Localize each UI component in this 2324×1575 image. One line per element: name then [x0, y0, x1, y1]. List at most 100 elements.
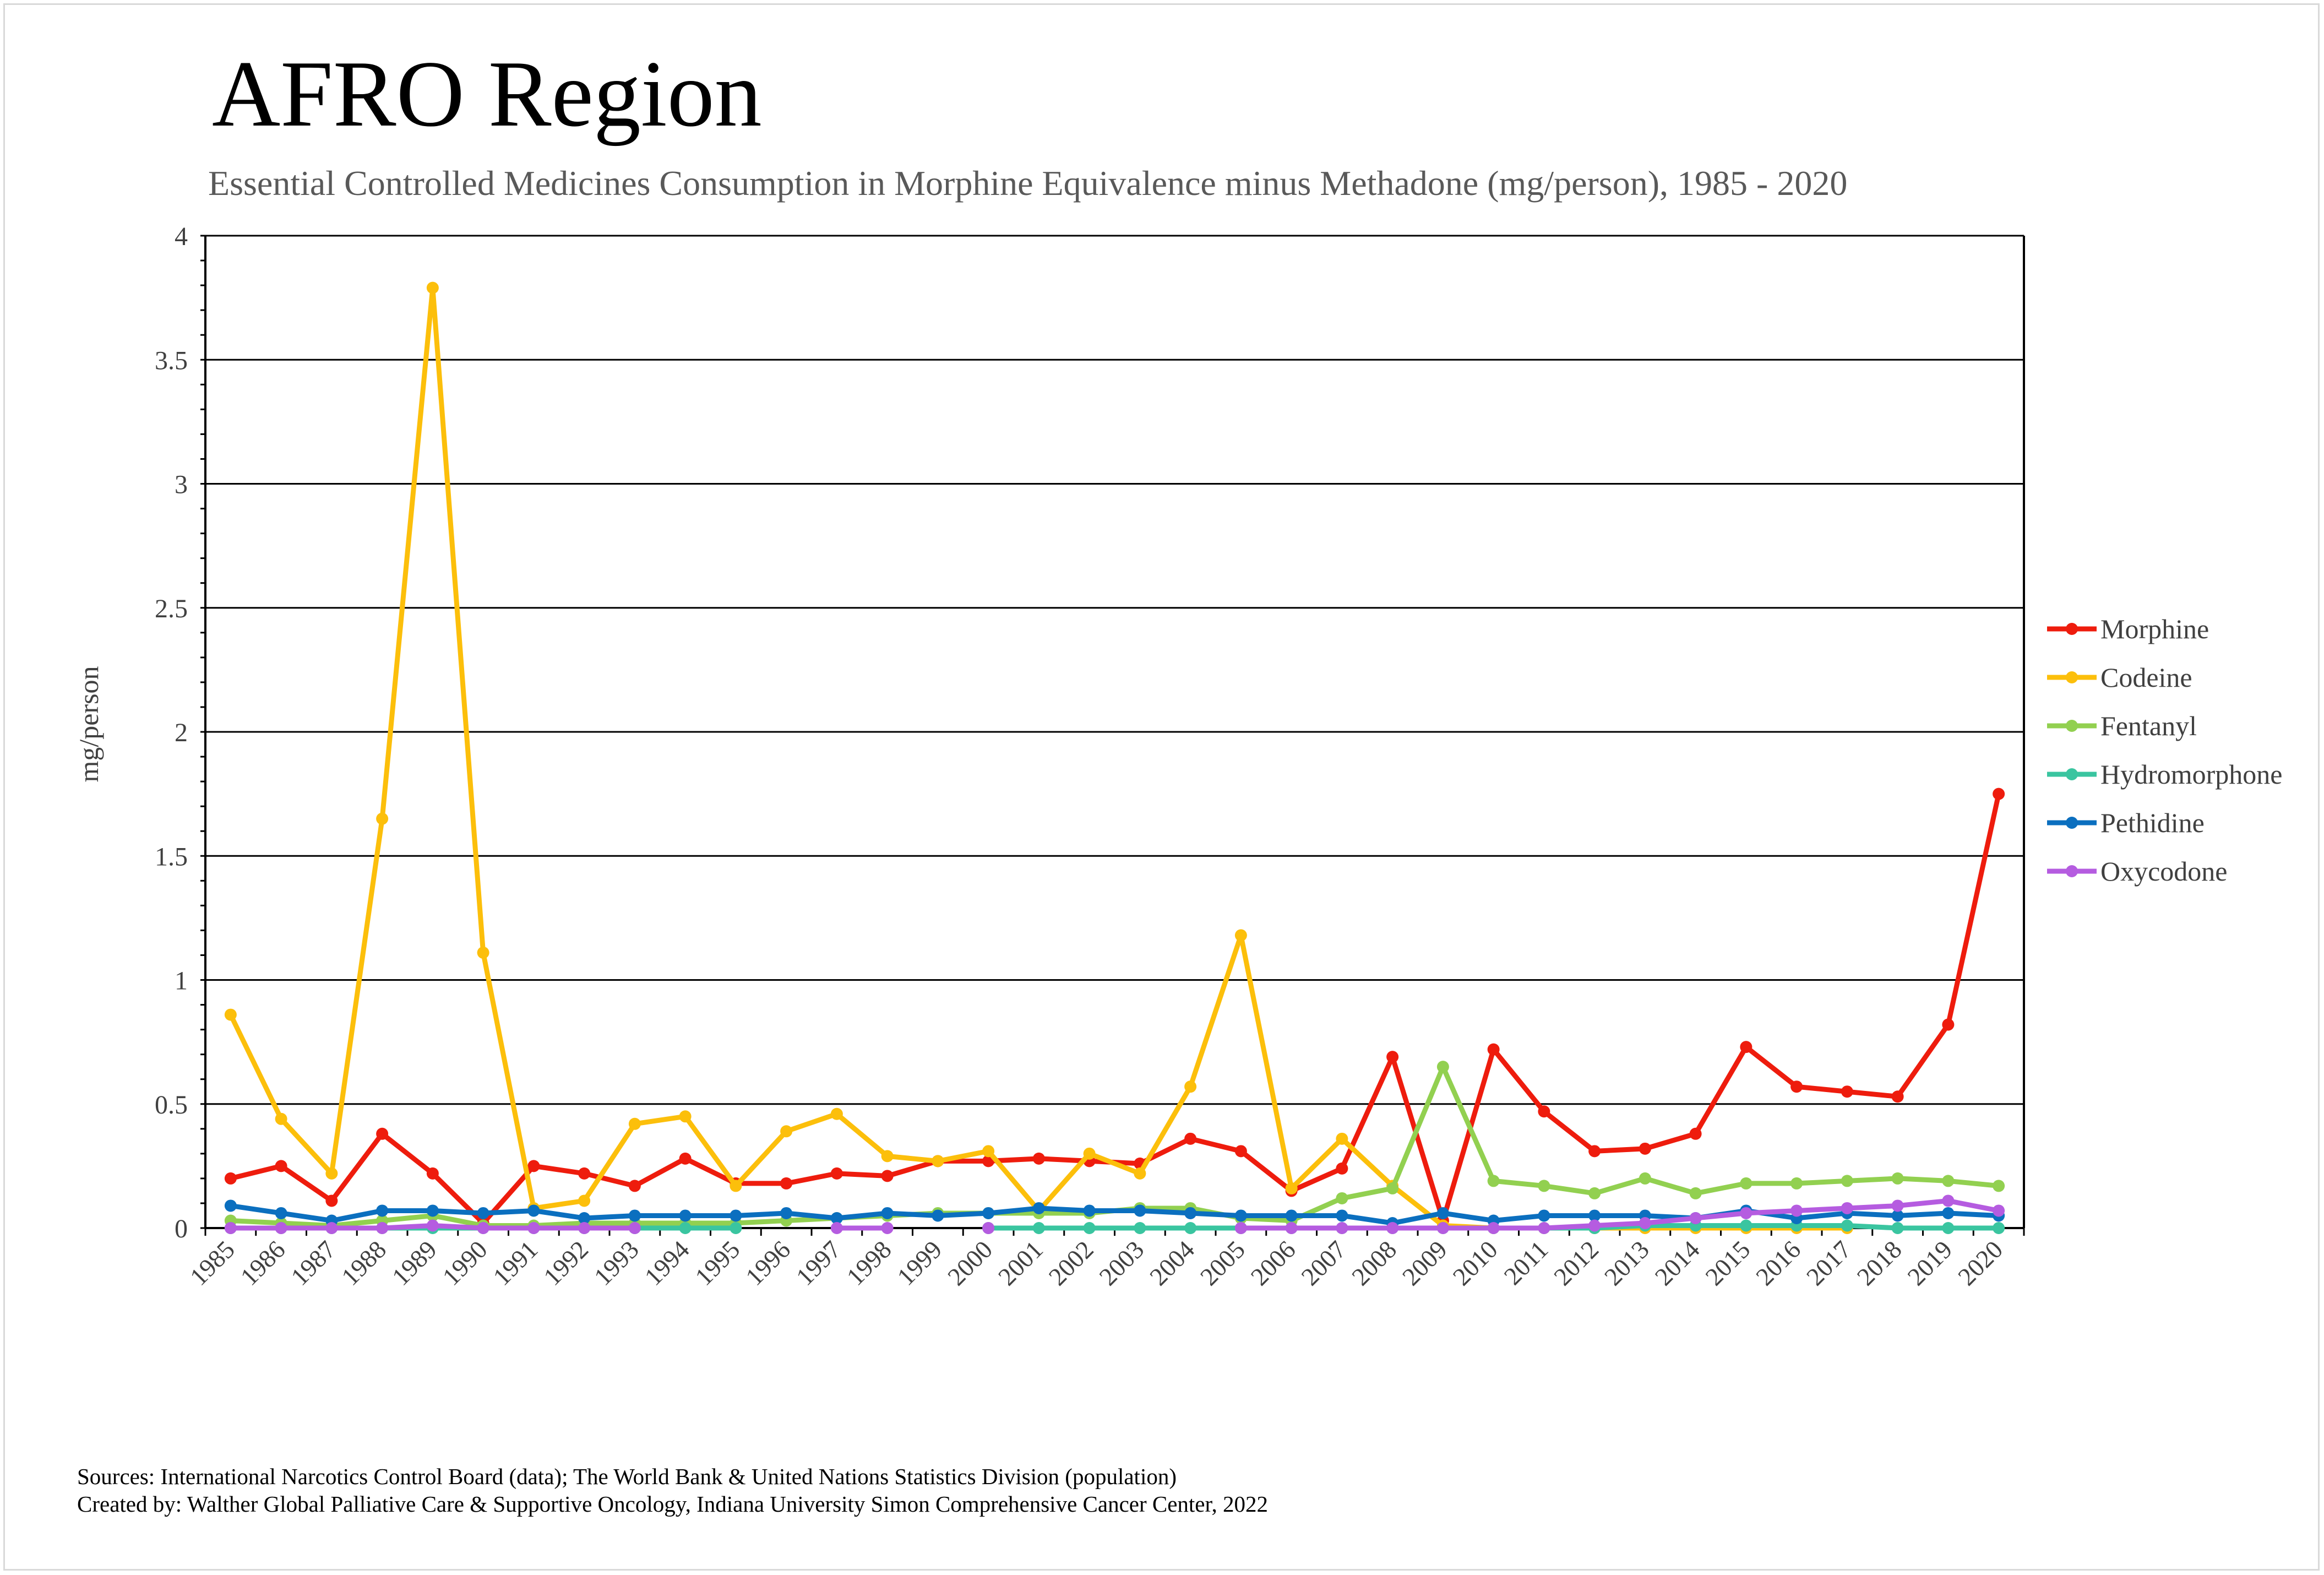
x-tick-label: 2008	[1346, 1235, 1402, 1291]
data-point	[881, 1170, 894, 1182]
data-point	[932, 1209, 944, 1222]
data-point	[1993, 1204, 2005, 1217]
data-point	[1234, 1145, 1247, 1158]
legend-label: Oxycodone	[2100, 856, 2228, 887]
data-point	[1942, 1175, 1955, 1187]
data-point	[1538, 1105, 1550, 1118]
data-point	[376, 1127, 389, 1140]
data-point	[881, 1222, 894, 1234]
data-point	[1891, 1222, 1904, 1234]
data-point	[1841, 1175, 1853, 1187]
data-point	[780, 1177, 793, 1190]
data-point	[628, 1117, 641, 1130]
x-tick-label: 2020	[1952, 1235, 2008, 1291]
x-tick-label: 2003	[1093, 1235, 1149, 1291]
data-point	[1032, 1202, 1045, 1214]
data-point	[426, 281, 439, 294]
data-point	[1942, 1018, 1955, 1031]
footer-credits: Created by: Walther Global Palliative Ca…	[77, 1491, 1268, 1517]
x-tick-label: 2007	[1296, 1235, 1351, 1291]
data-point	[730, 1209, 742, 1222]
legend-marker	[2066, 817, 2078, 829]
legend-label: Hydromorphone	[2100, 759, 2283, 790]
data-point	[1841, 1085, 1853, 1098]
data-point	[1436, 1207, 1449, 1219]
data-point	[1538, 1180, 1550, 1192]
series-fentanyl	[224, 1061, 2005, 1232]
x-tick-label: 1993	[589, 1235, 644, 1291]
data-point	[477, 1222, 489, 1234]
data-point	[1790, 1204, 1803, 1217]
data-point	[578, 1194, 591, 1207]
data-point	[982, 1207, 995, 1219]
data-point	[1942, 1194, 1955, 1207]
x-tick-label: 2010	[1447, 1235, 1503, 1291]
data-point	[224, 1199, 237, 1212]
data-point	[679, 1110, 692, 1123]
data-point	[1336, 1209, 1348, 1222]
data-point	[527, 1160, 540, 1172]
x-tick-label: 1992	[538, 1235, 594, 1291]
data-point	[1740, 1219, 1752, 1232]
data-point	[1234, 1222, 1247, 1234]
data-point	[1083, 1222, 1096, 1234]
x-tick-label: 1991	[487, 1235, 543, 1291]
legend-marker	[2066, 865, 2078, 877]
data-point	[1436, 1222, 1449, 1234]
footer-sources: Sources: International Narcotics Control…	[77, 1464, 1177, 1489]
y-tick-label: 0.5	[155, 1090, 188, 1120]
data-point	[780, 1207, 793, 1219]
data-point	[1790, 1177, 1803, 1190]
series-line	[228, 285, 1847, 1231]
y-tick-label: 3	[175, 470, 188, 499]
data-point	[881, 1150, 894, 1163]
x-tick-label: 1994	[639, 1235, 695, 1291]
y-tick-label: 3.5	[155, 346, 188, 375]
data-point	[1689, 1212, 1702, 1224]
x-tick-label: 2017	[1801, 1235, 1857, 1291]
x-tick-label: 2004	[1144, 1235, 1200, 1291]
x-tick-label: 2006	[1245, 1235, 1301, 1291]
data-point	[1740, 1041, 1752, 1053]
data-point	[628, 1222, 641, 1234]
legend-marker	[2066, 623, 2078, 635]
x-tick-label: 2002	[1043, 1235, 1099, 1291]
series-codeine	[224, 281, 1853, 1234]
data-point	[1336, 1192, 1348, 1204]
data-point	[275, 1222, 287, 1234]
data-point	[1639, 1142, 1651, 1155]
data-point	[628, 1209, 641, 1222]
legend: Morphine Codeine Fentanyl Hydromorphone Peth…	[2047, 613, 2283, 887]
legend-label: Pethidine	[2100, 807, 2205, 838]
data-point	[1993, 788, 2005, 800]
data-point	[1538, 1222, 1550, 1234]
data-point	[1386, 1182, 1399, 1194]
data-point	[1841, 1202, 1853, 1214]
data-point	[578, 1222, 591, 1234]
data-point	[1134, 1222, 1146, 1234]
data-point	[1588, 1187, 1601, 1199]
data-point	[1487, 1175, 1500, 1187]
data-point	[1588, 1219, 1601, 1232]
data-point	[1588, 1209, 1601, 1222]
x-tick-label: 2009	[1397, 1235, 1452, 1291]
data-point	[780, 1125, 793, 1138]
data-point	[376, 812, 389, 825]
data-point	[679, 1152, 692, 1165]
legend-marker	[2066, 720, 2078, 732]
chart-frame	[3, 3, 2320, 1571]
data-point	[1891, 1209, 1904, 1222]
data-point	[1436, 1061, 1449, 1073]
data-point	[426, 1204, 439, 1217]
data-point	[1942, 1207, 1955, 1219]
data-point	[1134, 1204, 1146, 1217]
data-point	[1740, 1177, 1752, 1190]
data-point	[982, 1145, 995, 1158]
data-point	[1487, 1043, 1500, 1056]
data-point	[1689, 1127, 1702, 1140]
y-tick-label: 2	[175, 718, 188, 747]
data-point	[730, 1180, 742, 1192]
data-point	[1891, 1172, 1904, 1185]
data-point	[1942, 1222, 1955, 1234]
